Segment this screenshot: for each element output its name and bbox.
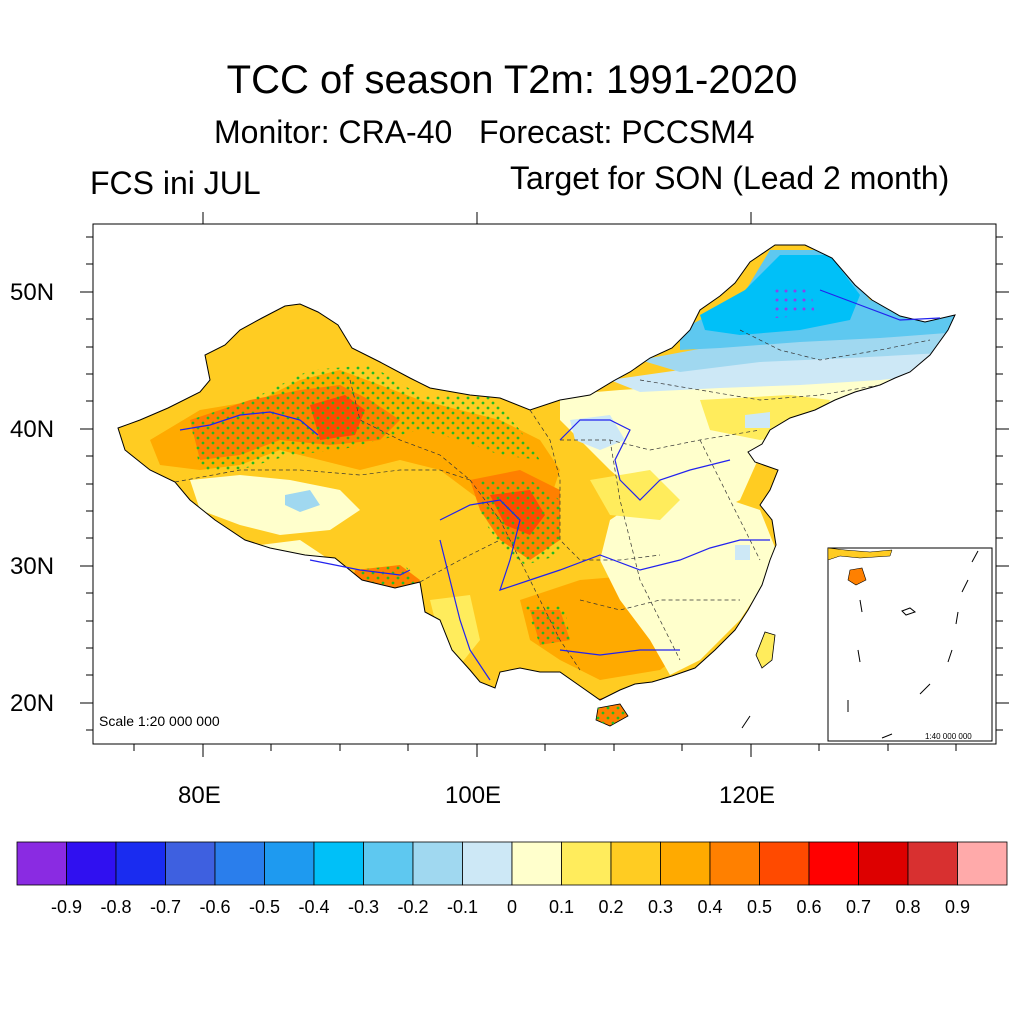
colorbar-label: 0.1 — [548, 897, 575, 917]
left-label: FCS ini JUL — [90, 165, 261, 201]
colorbar-label: 0 — [506, 897, 517, 917]
right-label: Target for SON (Lead 2 month) — [510, 160, 950, 196]
forecast-label: Forecast: PCCSM4 — [478, 114, 755, 150]
colorbar-label: 0.2 — [598, 897, 624, 917]
hainan-stipple — [596, 704, 628, 726]
colorbar-swatch — [313, 841, 364, 886]
colorbar-label: -0.7 — [149, 897, 182, 917]
lon-label-120e: 120E — [719, 782, 776, 809]
colorbar-swatch — [412, 841, 463, 886]
colorbar-label: -0.4 — [298, 897, 330, 917]
subtitle-line: Monitor: CRA-40 Forecast: PCCSM4 — [214, 114, 755, 151]
colorbar-label: -0.6 — [199, 897, 231, 917]
lat-label-40n: 40N — [10, 416, 55, 443]
lon-label-100e: 100E — [445, 782, 502, 809]
colorbar-swatch — [363, 841, 414, 886]
lat-label-50n: 50N — [10, 279, 55, 306]
colorbar-swatch — [16, 841, 67, 886]
colorbar-swatch — [660, 841, 711, 886]
colorbar-label: 0.5 — [746, 897, 773, 917]
china-border — [117, 244, 956, 701]
province-boundaries — [174, 329, 931, 671]
colorbar-label: -0.5 — [248, 897, 281, 917]
monitor-label: Monitor: CRA-40 — [214, 114, 453, 150]
taiwan — [755, 631, 776, 669]
colorbar-swatch — [462, 841, 513, 886]
colorbar-swatch — [115, 841, 166, 886]
colorbar-label: 0.3 — [647, 897, 674, 917]
colorbar-label: 0.7 — [845, 897, 872, 917]
south-sea-dash — [741, 715, 751, 729]
colorbar-swatch — [808, 841, 859, 886]
colorbar-swatch — [610, 841, 661, 886]
colorbar-swatch — [858, 841, 909, 886]
colorbar-swatch — [561, 841, 612, 886]
inset-scale: 1:40 000 000 — [925, 732, 972, 741]
lon-label-80e: 80E — [178, 782, 221, 809]
south-china-sea-inset: 1:40 000 000 — [827, 547, 993, 742]
colorbar-swatch — [957, 841, 1008, 886]
axis-ticks — [80, 212, 1009, 757]
colorbar-swatch — [66, 841, 117, 886]
colorbar-swatch — [907, 841, 958, 886]
colorbar-swatch — [511, 841, 562, 886]
colorbar-swatch — [264, 841, 315, 886]
colorbar-swatch — [709, 841, 760, 886]
colorbar-label: 0.9 — [944, 897, 971, 917]
colorbar-label: -0.2 — [397, 897, 429, 917]
colorbar-label: -0.1 — [446, 897, 479, 917]
scale-label: Scale 1:20 000 000 — [99, 713, 220, 729]
lat-label-30n: 30N — [10, 553, 55, 580]
colorbar-label: -0.9 — [50, 897, 83, 917]
colorbar-label: 0.6 — [796, 897, 822, 917]
colorbar-label: 0.4 — [697, 897, 723, 917]
colorbar-swatch — [214, 841, 265, 886]
colorbar-swatch — [759, 841, 810, 886]
colorbar-swatch — [165, 841, 216, 886]
colorbar-label: -0.8 — [100, 897, 132, 917]
lat-label-20n: 20N — [10, 690, 55, 717]
colorbar — [16, 841, 1008, 886]
rivers — [179, 289, 941, 681]
colorbar-label: 0.8 — [895, 897, 921, 917]
colorbar-label: -0.3 — [347, 897, 380, 917]
page-title: TCC of season T2m: 1991-2020 — [226, 58, 798, 102]
